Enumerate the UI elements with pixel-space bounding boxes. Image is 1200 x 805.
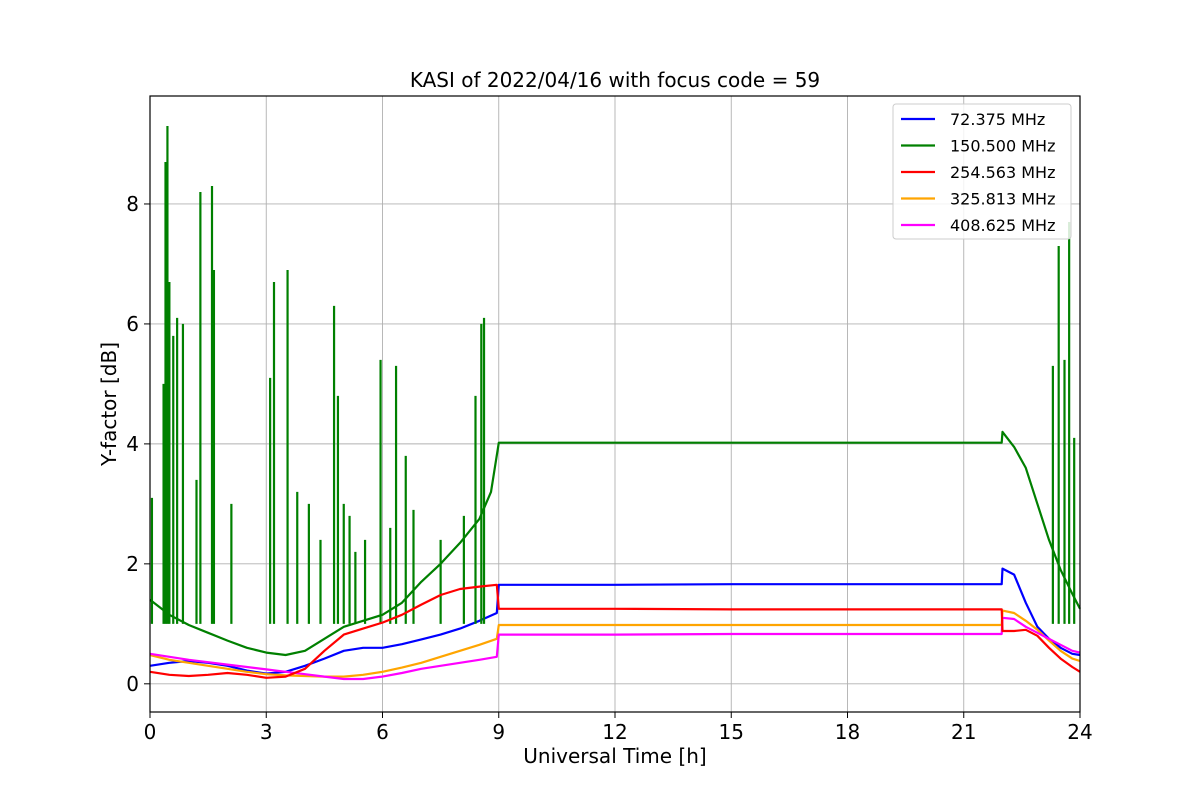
legend-box [892, 103, 1072, 240]
y-tick-label: 4 [126, 432, 139, 456]
series-line-254-563 [149, 583, 1081, 679]
x-tick-label: 24 [1067, 720, 1092, 744]
series-line-325-813 [149, 609, 1081, 678]
x-axis-label: Universal Time [h] [523, 744, 706, 768]
y-axis-label: Y-factor [dB] [97, 342, 121, 467]
y-tick-label: 2 [126, 552, 139, 576]
legend: 72.375 MHz 150.500 MHz 254.563 MHz 325.813 … [892, 103, 1072, 240]
legend-label: 72.375 MHz [950, 110, 1045, 129]
y-tick-label: 8 [126, 192, 139, 216]
legend-label: 325.813 MHz [950, 190, 1055, 209]
y-axis: 0 2 4 6 8 [126, 192, 150, 696]
chart-title: KASI of 2022/04/16 with focus code = 59 [410, 68, 820, 92]
legend-label: 254.563 MHz [950, 163, 1055, 182]
x-tick-label: 12 [602, 720, 627, 744]
legend-label: 150.500 MHz [950, 137, 1055, 156]
x-tick-label: 21 [951, 720, 976, 744]
x-tick-label: 18 [835, 720, 860, 744]
x-tick-label: 15 [719, 720, 744, 744]
x-tick-label: 3 [260, 720, 273, 744]
x-tick-label: 0 [144, 720, 157, 744]
x-axis: 0 3 6 9 12 15 18 21 24 [144, 712, 1093, 744]
legend-label: 408.625 MHz [950, 216, 1055, 235]
x-tick-label: 6 [376, 720, 389, 744]
y-tick-label: 0 [126, 672, 139, 696]
series-line-408-625 [149, 616, 1081, 681]
x-tick-label: 9 [492, 720, 505, 744]
y-tick-label: 6 [126, 312, 139, 336]
series-group [149, 125, 1081, 681]
series-line-150-500 [149, 430, 1081, 657]
